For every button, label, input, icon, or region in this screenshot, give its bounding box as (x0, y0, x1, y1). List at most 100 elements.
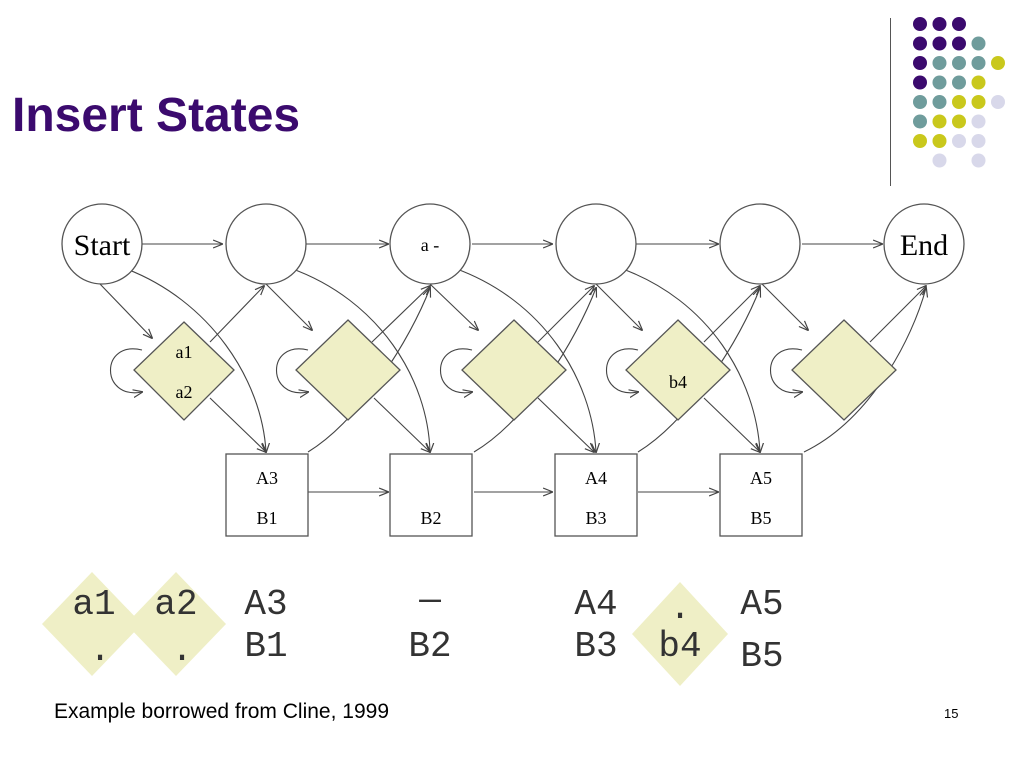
decorative-dot (913, 56, 927, 70)
decorative-dot-grid (913, 17, 1005, 168)
decorative-dot (913, 75, 927, 90)
decorative-dot (932, 134, 947, 148)
delete-label-d3-a4: A4 (585, 468, 607, 488)
insert-state-i0: a1 a2 (133, 321, 235, 421)
edge-i0-d1 (209, 397, 266, 452)
self-loop-i3 (606, 348, 639, 393)
decorative-dot (952, 75, 966, 90)
align-col1-bottom: . (89, 630, 111, 671)
decorative-dot (932, 75, 947, 90)
insert-states: a1 a2 b4 (133, 319, 897, 421)
insert-state-i3: b4 (625, 319, 731, 421)
state-end: End (883, 203, 965, 285)
edge-i3-d4 (703, 397, 760, 452)
decorative-dot (991, 95, 1005, 109)
insert-label-i0-a1: a1 (176, 342, 193, 362)
edge-m4-i4 (761, 283, 808, 330)
profile-hmm-diagram: Start a - End a1 a2 (42, 203, 965, 686)
state-m4 (719, 203, 801, 285)
alignment-insert-diamond-2 (126, 572, 226, 676)
align-col6-bottom: b4 (658, 626, 701, 667)
decorative-dot (932, 56, 947, 70)
decorative-dot (971, 75, 986, 90)
insert-state-i1 (295, 319, 401, 421)
insert-label-i0-a2: a2 (176, 382, 193, 402)
edge-start-i0 (99, 283, 152, 338)
decorative-dot (952, 56, 966, 70)
edge-i0-m1 (209, 286, 264, 343)
state-m3 (555, 203, 637, 285)
decorative-dot (952, 134, 966, 148)
edge-i1-d2 (373, 397, 430, 452)
delete-states: A3 B1 B2 A4 B3 A5 B5 (225, 453, 803, 537)
edge-i2-d3 (537, 397, 594, 452)
insert-label-i3-b4: b4 (669, 372, 687, 392)
align-col4-top: — (418, 580, 441, 621)
edge-m3-d4 (619, 267, 760, 452)
state-m1 (225, 203, 307, 285)
alignment-insert-diamond-3 (632, 582, 728, 686)
decorative-dot (952, 114, 966, 129)
align-col4-bottom: B2 (408, 626, 451, 667)
delete-state-d3: A4 B3 (554, 453, 638, 537)
decorative-dot (952, 17, 966, 31)
decorative-dot (913, 95, 927, 109)
decorative-dot (913, 36, 927, 51)
align-col5-top: A4 (574, 584, 617, 625)
decorative-dot (971, 134, 986, 148)
align-col7-bottom: B5 (740, 636, 783, 677)
decorative-dot (932, 153, 947, 168)
delete-state-d4: A5 B5 (719, 453, 803, 537)
decorative-dot (913, 114, 927, 129)
self-loop-i4 (770, 348, 803, 393)
edge-m2-d3 (453, 267, 596, 452)
delete-state-d1: A3 B1 (225, 453, 309, 537)
source-caption: Example borrowed from Cline, 1999 (54, 700, 389, 723)
align-col2-bottom: . (171, 630, 193, 671)
title-divider (890, 18, 891, 186)
delete-label-d4-a5: A5 (750, 468, 772, 488)
delete-label-d3-b3: B3 (585, 508, 606, 528)
state-label-start: Start (74, 229, 131, 262)
align-col1-top: a1 (72, 584, 115, 625)
decorative-dot (971, 56, 986, 70)
align-col3-top: A3 (244, 584, 287, 625)
delete-label-d2-b2: B2 (420, 508, 441, 528)
align-col5-bottom: B3 (574, 626, 617, 667)
insert-state-i4 (791, 319, 897, 421)
decorative-dot (991, 56, 1005, 70)
delete-label-d1-a3: A3 (256, 468, 278, 488)
edge-i1-m2 (371, 286, 430, 343)
align-col7-top: A5 (740, 584, 783, 625)
decorative-dot (971, 36, 986, 51)
decorative-dot (971, 114, 986, 129)
decorative-dot (971, 95, 986, 109)
align-col3-bottom: B1 (244, 626, 287, 667)
edge-i4-end (869, 286, 926, 343)
page-number: 15 (944, 706, 959, 721)
insert-state-i2 (461, 319, 567, 421)
delete-label-d4-b5: B5 (750, 508, 771, 528)
slide-title: Insert States (12, 89, 301, 142)
decorative-dot (952, 95, 966, 109)
delete-state-d2: B2 (389, 453, 473, 537)
state-m2: a - (389, 203, 471, 285)
decorative-dot (932, 114, 947, 129)
edge-m2-i2 (429, 283, 478, 330)
align-col6-top: . (669, 588, 691, 629)
edge-i3-m4 (703, 286, 760, 343)
decorative-dot (913, 17, 927, 31)
match-states: Start a - End (61, 203, 965, 285)
decorative-dot (932, 36, 947, 51)
transition-edges (99, 244, 926, 492)
decorative-dot (913, 134, 927, 148)
delete-label-d1-b1: B1 (256, 508, 277, 528)
align-col2-top: a2 (154, 584, 197, 625)
edge-m1-d2 (289, 267, 430, 452)
state-label-end: End (900, 229, 948, 262)
alignment-insert-diamond-1 (42, 572, 142, 676)
state-label-m2: a - (421, 235, 439, 255)
edge-start-d1 (123, 267, 266, 452)
edge-m3-i3 (595, 283, 642, 330)
decorative-dot (971, 153, 986, 168)
